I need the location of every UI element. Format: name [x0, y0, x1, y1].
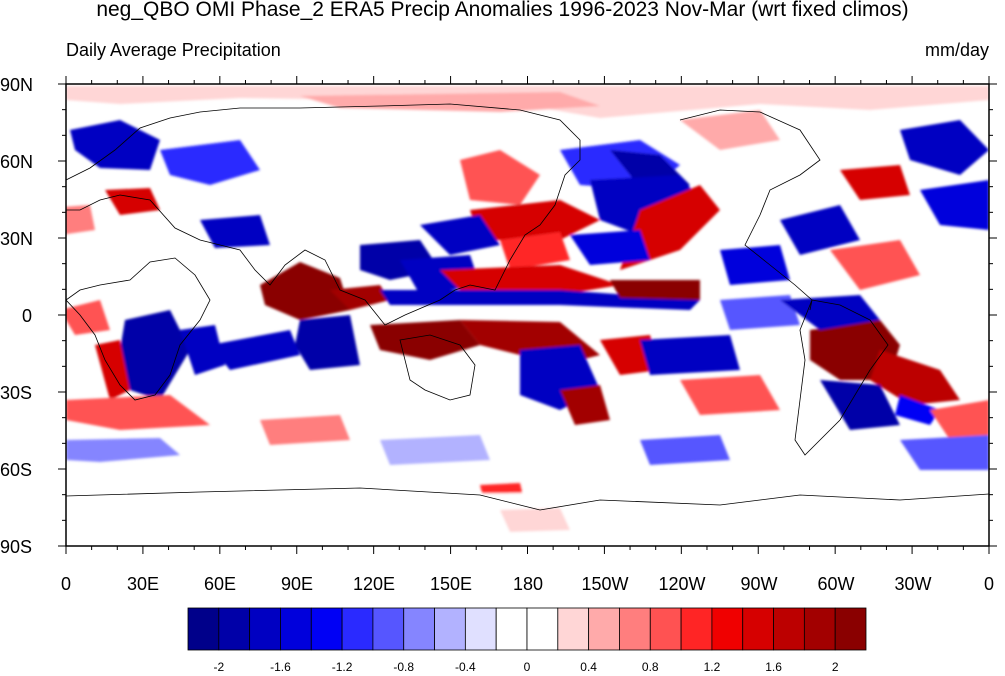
- lat-label-30s: 30S: [0, 383, 33, 403]
- colorbar-swatch: [711, 607, 744, 651]
- colorbar-swatch: [495, 607, 528, 651]
- lat-label-90s: 90S: [0, 537, 33, 557]
- colorbar-swatch: [464, 607, 497, 651]
- anomaly-field: [66, 84, 989, 546]
- lat-label-90n: 90N: [0, 75, 34, 95]
- colorbar-label: 2: [831, 660, 839, 674]
- colorbar-label: -1.6: [270, 660, 291, 674]
- lat-label-eq: 0: [22, 306, 33, 326]
- lon-label-90w: 90W: [740, 574, 778, 594]
- colorbar-label: 0.4: [580, 660, 597, 674]
- lat-label-60s: 60S: [0, 460, 33, 480]
- colorbar-swatch: [526, 607, 559, 651]
- colorbar-label: -1.2: [331, 660, 353, 674]
- lat-label-30n: 30N: [0, 229, 34, 249]
- colorbar-swatch: [803, 607, 836, 651]
- colorbar-swatch: [619, 607, 651, 651]
- axis-ticks: [58, 76, 997, 554]
- colorbar-swatch: [249, 607, 281, 651]
- colorbar-swatch: [834, 607, 867, 651]
- colorbar-swatch: [742, 607, 774, 651]
- lon-label-180: 180: [512, 574, 544, 594]
- colorbar-swatch: [310, 607, 343, 651]
- colorbar-swatch: [680, 607, 713, 651]
- colorbar-swatch: [434, 607, 466, 651]
- chart-title: neg_QBO OMI Phase_2 ERA5 Precip Anomalie…: [96, 0, 909, 21]
- lon-label-90e: 90E: [280, 574, 314, 594]
- colorbar-label: 1.6: [765, 660, 782, 674]
- lon-label-0: 0: [60, 574, 71, 594]
- lat-label-60n: 60N: [0, 152, 34, 172]
- colorbar-swatch: [649, 607, 682, 651]
- lon-label-0-east: 0: [983, 574, 994, 594]
- colorbar-swatch: [588, 607, 620, 651]
- colorbar-label: 1.2: [703, 660, 721, 674]
- colorbar-swatch: [341, 607, 374, 651]
- colorbar-label: 0: [523, 660, 531, 674]
- lon-label-30w: 30W: [894, 574, 932, 594]
- colorbar-swatch: [403, 607, 435, 651]
- coastlines: [66, 103, 989, 511]
- colorbar: [187, 607, 867, 651]
- lon-label-120w: 120W: [658, 574, 706, 594]
- colorbar-swatch: [557, 607, 590, 651]
- lon-label-60e: 60E: [203, 574, 237, 594]
- colorbar-label: -2: [213, 660, 225, 674]
- colorbar-label: 0.8: [641, 660, 659, 674]
- lon-label-60w: 60W: [817, 574, 855, 594]
- colorbar-swatch: [218, 607, 251, 651]
- lon-label-150w: 150W: [581, 574, 629, 594]
- lon-label-120e: 120E: [352, 574, 396, 594]
- colorbar-swatch: [773, 607, 805, 651]
- colorbar-label: -0.4: [455, 660, 476, 674]
- colorbar-swatch: [280, 607, 312, 651]
- lon-label-150e: 150E: [429, 574, 473, 594]
- colorbar-label: -0.8: [393, 660, 415, 674]
- subtitle-left: Daily Average Precipitation: [66, 40, 281, 60]
- colorbar-swatch: [187, 607, 220, 651]
- colorbar-swatch: [372, 607, 405, 651]
- units-label: mm/day: [924, 40, 989, 60]
- lon-label-30e: 30E: [126, 574, 160, 594]
